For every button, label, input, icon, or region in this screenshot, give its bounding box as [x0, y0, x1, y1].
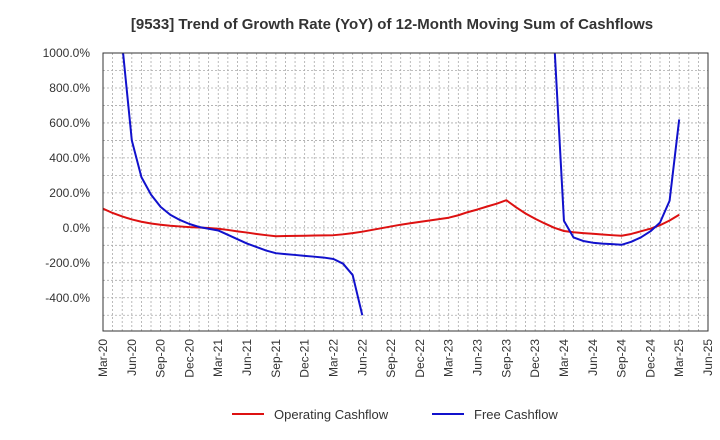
y-tick-label: 800.0% [49, 81, 90, 95]
x-tick-label: Jun-25 [701, 339, 715, 376]
y-tick-label: 200.0% [49, 186, 90, 200]
legend-label: Operating Cashflow [274, 407, 389, 422]
x-tick-label: Dec-21 [298, 339, 312, 378]
legend-label: Free Cashflow [474, 407, 558, 422]
series-line-free-cashflow [553, 53, 681, 246]
x-tick-label: Mar-23 [442, 339, 456, 377]
chart-title: [9533] Trend of Growth Rate (YoY) of 12-… [131, 16, 653, 33]
x-tick-label: Jun-21 [240, 339, 254, 376]
x-tick-label: Sep-24 [615, 339, 629, 378]
grid [102, 52, 709, 331]
x-tick-label: Mar-20 [96, 339, 110, 377]
x-tick-label: Sep-22 [384, 339, 398, 378]
x-tick-label: Jun-23 [471, 339, 485, 376]
y-tick-label: -400.0% [45, 291, 90, 305]
x-tick-label: Dec-24 [643, 339, 657, 378]
series-line-free-cashflow [122, 53, 364, 316]
x-tick-label: Mar-25 [672, 339, 686, 377]
x-tick-label: Sep-23 [499, 339, 513, 378]
x-tick-label: Jun-20 [125, 339, 139, 376]
y-tick-label: 0.0% [63, 221, 91, 235]
y-axis-ticks: 1000.0% 800.0% 600.0% 400.0% 200.0% 0.0% -200.… [43, 46, 91, 305]
x-tick-label: Mar-22 [326, 339, 340, 377]
x-tick-label: Jun-24 [586, 339, 600, 376]
x-tick-label: Mar-24 [557, 339, 571, 377]
y-tick-label: -200.0% [45, 256, 90, 270]
x-tick-label: Sep-20 [154, 339, 168, 378]
x-tick-label: Mar-21 [211, 339, 225, 377]
x-tick-label: Dec-22 [413, 339, 427, 378]
y-tick-label: 400.0% [49, 151, 90, 165]
y-tick-label: 1000.0% [43, 46, 91, 60]
series-layer [103, 53, 681, 316]
x-tick-label: Dec-23 [528, 339, 542, 378]
x-axis-ticks: Mar-20 Jun-20 Sep-20 Dec-20 Mar-21 Jun-21 Sep-… [96, 339, 715, 378]
x-tick-label: Jun-22 [355, 339, 369, 376]
plot-frame [102, 52, 709, 332]
x-tick-label: Sep-21 [269, 339, 283, 378]
y-tick-label: 600.0% [49, 116, 90, 130]
legend: Operating Cashflow Free Cashflow [232, 407, 558, 422]
x-tick-label: Dec-20 [182, 339, 196, 378]
